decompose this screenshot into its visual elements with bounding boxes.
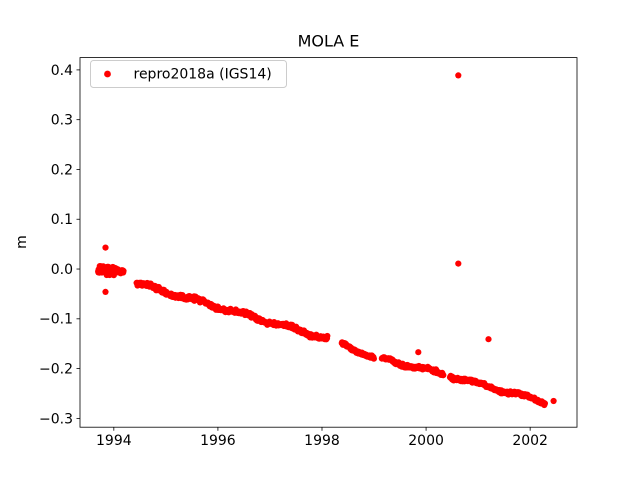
scatter-series xyxy=(95,72,557,409)
data-point xyxy=(102,244,109,251)
legend: repro2018a (IGS14) xyxy=(90,60,287,88)
legend-label: repro2018a (IGS14) xyxy=(134,67,272,83)
x-tick-label: 2000 xyxy=(408,433,444,449)
data-point xyxy=(550,397,557,405)
y-tick-label: 0.1 xyxy=(51,212,73,228)
y-tick-label: 0.0 xyxy=(51,262,73,278)
data-point xyxy=(541,400,549,407)
x-tick-label: 1994 xyxy=(96,433,132,449)
data-point xyxy=(455,72,462,79)
y-tick-label: −0.2 xyxy=(39,362,73,378)
y-tick-label: −0.3 xyxy=(39,411,73,427)
data-point xyxy=(485,336,492,343)
x-tick-label: 1996 xyxy=(200,433,236,449)
y-tick-label: 0.4 xyxy=(51,63,73,79)
x-tick-label: 1998 xyxy=(304,433,340,449)
data-point xyxy=(440,372,447,379)
data-point xyxy=(370,355,377,362)
legend-marker-dot xyxy=(104,70,111,78)
data-point xyxy=(455,260,462,267)
figure-title: MOLA E xyxy=(298,32,360,51)
y-tick-label: −0.1 xyxy=(39,312,73,328)
y-tick-label: 0.3 xyxy=(51,113,73,129)
data-point xyxy=(102,288,109,295)
axes-spines xyxy=(79,57,578,428)
data-point xyxy=(324,332,331,340)
y-tick-label: 0.2 xyxy=(51,162,73,178)
y-axis-label: m xyxy=(14,235,30,249)
x-tick-label: 2002 xyxy=(512,433,548,449)
legend-box xyxy=(90,60,287,88)
data-point xyxy=(120,267,127,274)
data-point xyxy=(415,349,422,356)
axis-ticks: 1994 1996 1998 2000 2002 0.4 0.3 0.2 0.1 0.0 −0.1 −… xyxy=(39,63,548,449)
